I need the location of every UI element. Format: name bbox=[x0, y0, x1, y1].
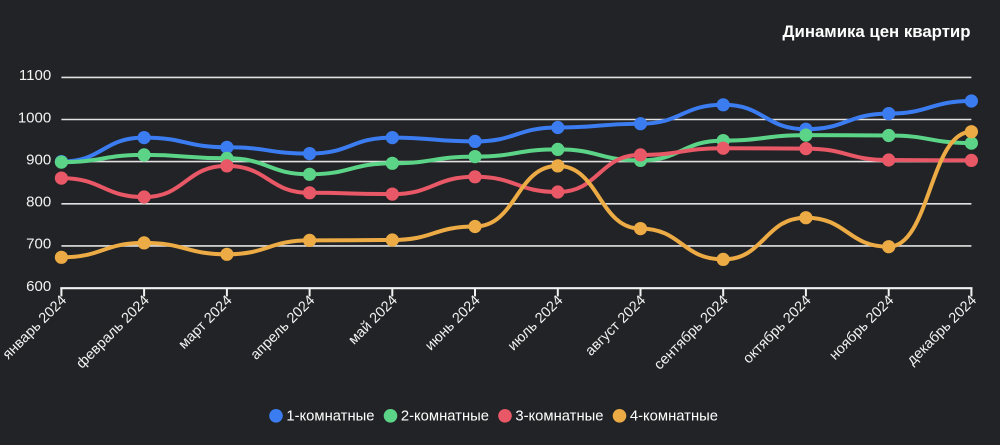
svg-text:600: 600 bbox=[26, 278, 51, 295]
svg-text:900: 900 bbox=[26, 151, 51, 168]
svg-text:1000: 1000 bbox=[18, 109, 51, 126]
svg-text:2-комнатные: 2-комнатные bbox=[401, 409, 489, 425]
svg-text:4-комнатные: 4-комнатные bbox=[630, 409, 718, 425]
svg-text:1100: 1100 bbox=[19, 67, 51, 84]
svg-text:Динамика цен квартир: Динамика цен квартир bbox=[783, 22, 971, 41]
svg-text:3-комнатные: 3-комнатные bbox=[515, 409, 603, 425]
svg-text:800: 800 bbox=[26, 194, 51, 211]
svg-text:1-комнатные: 1-комнатные bbox=[286, 409, 374, 425]
svg-text:700: 700 bbox=[26, 236, 51, 253]
